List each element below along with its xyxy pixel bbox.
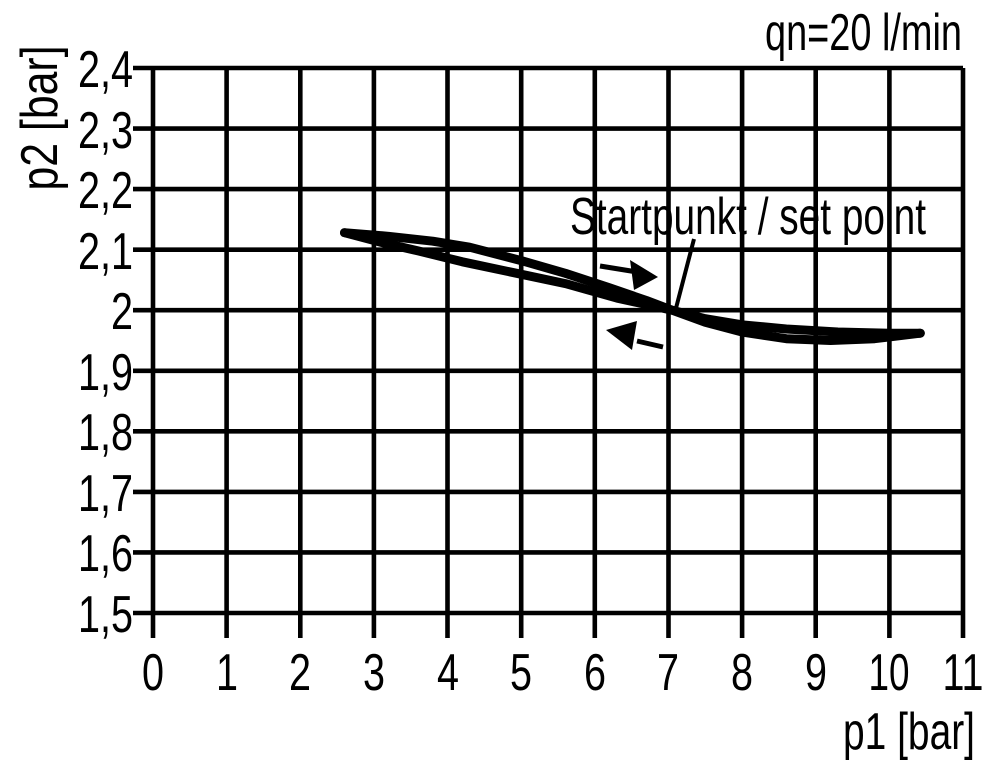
y-tick-label: 1,8 xyxy=(78,404,133,462)
x-tick-label: 7 xyxy=(657,644,679,702)
x-axis-title: p1 [bar] xyxy=(843,703,975,761)
y-axis-title: p2 [bar] xyxy=(11,46,69,191)
y-tick-label: 1,7 xyxy=(78,465,133,523)
y-tick-label: 2,3 xyxy=(78,102,133,160)
flow-rate-annotation: qn=20 l/min xyxy=(765,4,962,62)
y-tick-label: 1,9 xyxy=(78,344,133,402)
return-direction-arrow-icon xyxy=(606,321,664,350)
x-tick-label: 0 xyxy=(142,644,164,702)
setpoint-leader-line xyxy=(673,238,696,313)
x-tick-label: 11 xyxy=(943,644,984,702)
x-tick-label: 5 xyxy=(510,644,532,702)
setpoint-annotation: Startpunkt / set point xyxy=(570,188,926,246)
x-tick-label: 6 xyxy=(584,644,606,702)
forward-direction-arrow-icon xyxy=(599,260,658,290)
x-tick-label: 8 xyxy=(731,644,753,702)
y-tick-label: 2,1 xyxy=(78,223,133,281)
y-tick-label: 1,6 xyxy=(78,525,133,583)
x-tick-label: 2 xyxy=(289,644,311,702)
y-tick-label: 2 xyxy=(111,283,133,341)
curve-return-sweep xyxy=(340,228,925,338)
x-tick-label: 10 xyxy=(869,644,910,702)
x-tick-label: 1 xyxy=(216,644,238,702)
x-tick-label: 4 xyxy=(437,644,459,702)
y-tick-label: 1,5 xyxy=(78,586,133,644)
x-tick-label: 9 xyxy=(805,644,827,702)
grid xyxy=(133,65,966,638)
y-tick-label: 2,4 xyxy=(78,41,133,99)
y-tick-label: 2,2 xyxy=(78,162,133,220)
x-tick-label: 3 xyxy=(363,644,385,702)
